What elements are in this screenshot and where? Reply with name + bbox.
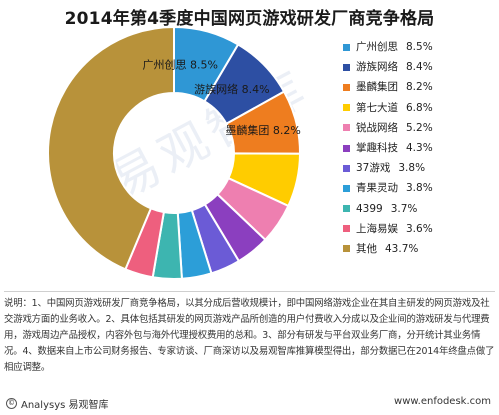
slice-label-1: 广州创思 8.5% — [143, 58, 218, 71]
website-link[interactable]: www.enfodesk.com — [394, 396, 491, 407]
legend-value: 8.5% — [406, 41, 433, 53]
legend-label: 第七大道 — [356, 101, 398, 114]
legend-label: 其他 — [356, 242, 377, 255]
legend-value: 3.7% — [390, 202, 418, 215]
legend-item: 37游戏 3.8% — [343, 158, 495, 178]
legend-value: 4.3% — [406, 141, 433, 154]
legend-item: 青果灵动 3.8% — [343, 178, 495, 198]
slice-label-3: 墨麟集团 8.2% — [225, 123, 300, 137]
chart-title: 2014年第4季度中国网页游戏研发厂商竞争格局 — [64, 9, 435, 29]
pie-slice-11 — [47, 26, 175, 271]
legend-item: 广州创思 8.5% — [343, 37, 495, 57]
chart-legend: 广州创思 8.5% 游族网络 8.4% 墨麟集团 8.2% 第七大道 6.8% 锐战网络 5.2%… — [343, 37, 495, 259]
legend-item: 4399 3.7% — [343, 199, 495, 219]
legend-swatch — [343, 225, 350, 233]
legend-swatch — [343, 63, 350, 71]
legend-item: 上海易娱 3.6% — [343, 219, 495, 239]
legend-item: 掌趣科技 4.3% — [343, 138, 495, 158]
legend-swatch — [343, 245, 350, 253]
legend-value: 3.6% — [406, 222, 433, 235]
chart-note: 说明：1、中国网页游戏研发厂商竞争格局，以其分成后营收规模计，即中国网络游戏企业… — [4, 298, 495, 373]
legend-label: 掌趣科技 — [356, 141, 398, 154]
copyright-icon: © — [6, 398, 17, 409]
legend-value: 5.2% — [406, 121, 433, 134]
legend-swatch — [343, 83, 350, 91]
legend-swatch — [343, 43, 350, 51]
legend-label: 上海易娱 — [356, 222, 398, 235]
legend-swatch — [343, 124, 350, 132]
legend-swatch — [343, 104, 350, 112]
legend-item: 锐战网络 5.2% — [343, 118, 495, 138]
legend-label: 37游戏 — [356, 162, 391, 175]
legend-label: 墨麟集团 — [356, 81, 398, 94]
legend-label: 青果灵动 — [356, 182, 398, 195]
legend-label: 锐战网络 — [356, 121, 398, 134]
legend-swatch — [343, 184, 350, 192]
legend-value: 8.2% — [406, 81, 433, 94]
source-credit: © Analysys 易观智库 — [6, 396, 109, 411]
legend-swatch — [343, 164, 350, 172]
source-text: Analysys 易观智库 — [21, 400, 109, 411]
legend-item: 游族网络 8.4% — [343, 57, 495, 77]
legend-item: 其他 43.7% — [343, 239, 495, 259]
legend-value: 3.8% — [406, 182, 433, 195]
legend-item: 墨麟集团 8.2% — [343, 77, 495, 97]
legend-swatch — [343, 205, 350, 213]
slice-label-2: 游族网络 8.4% — [194, 82, 269, 96]
legend-value: 43.7% — [385, 242, 419, 255]
legend-label: 游族网络 — [356, 61, 398, 74]
divider — [4, 291, 495, 292]
legend-label: 4399 — [356, 202, 383, 215]
legend-item: 第七大道 6.8% — [343, 98, 495, 118]
donut-chart: 广州创思 8.5% 游族网络 8.4% 墨麟集团 8.2% — [47, 26, 302, 280]
legend-value: 3.8% — [398, 162, 426, 175]
legend-value: 8.4% — [406, 61, 433, 74]
legend-value: 6.8% — [406, 101, 433, 114]
legend-label: 广州创思 — [356, 41, 398, 53]
legend-swatch — [343, 144, 350, 152]
